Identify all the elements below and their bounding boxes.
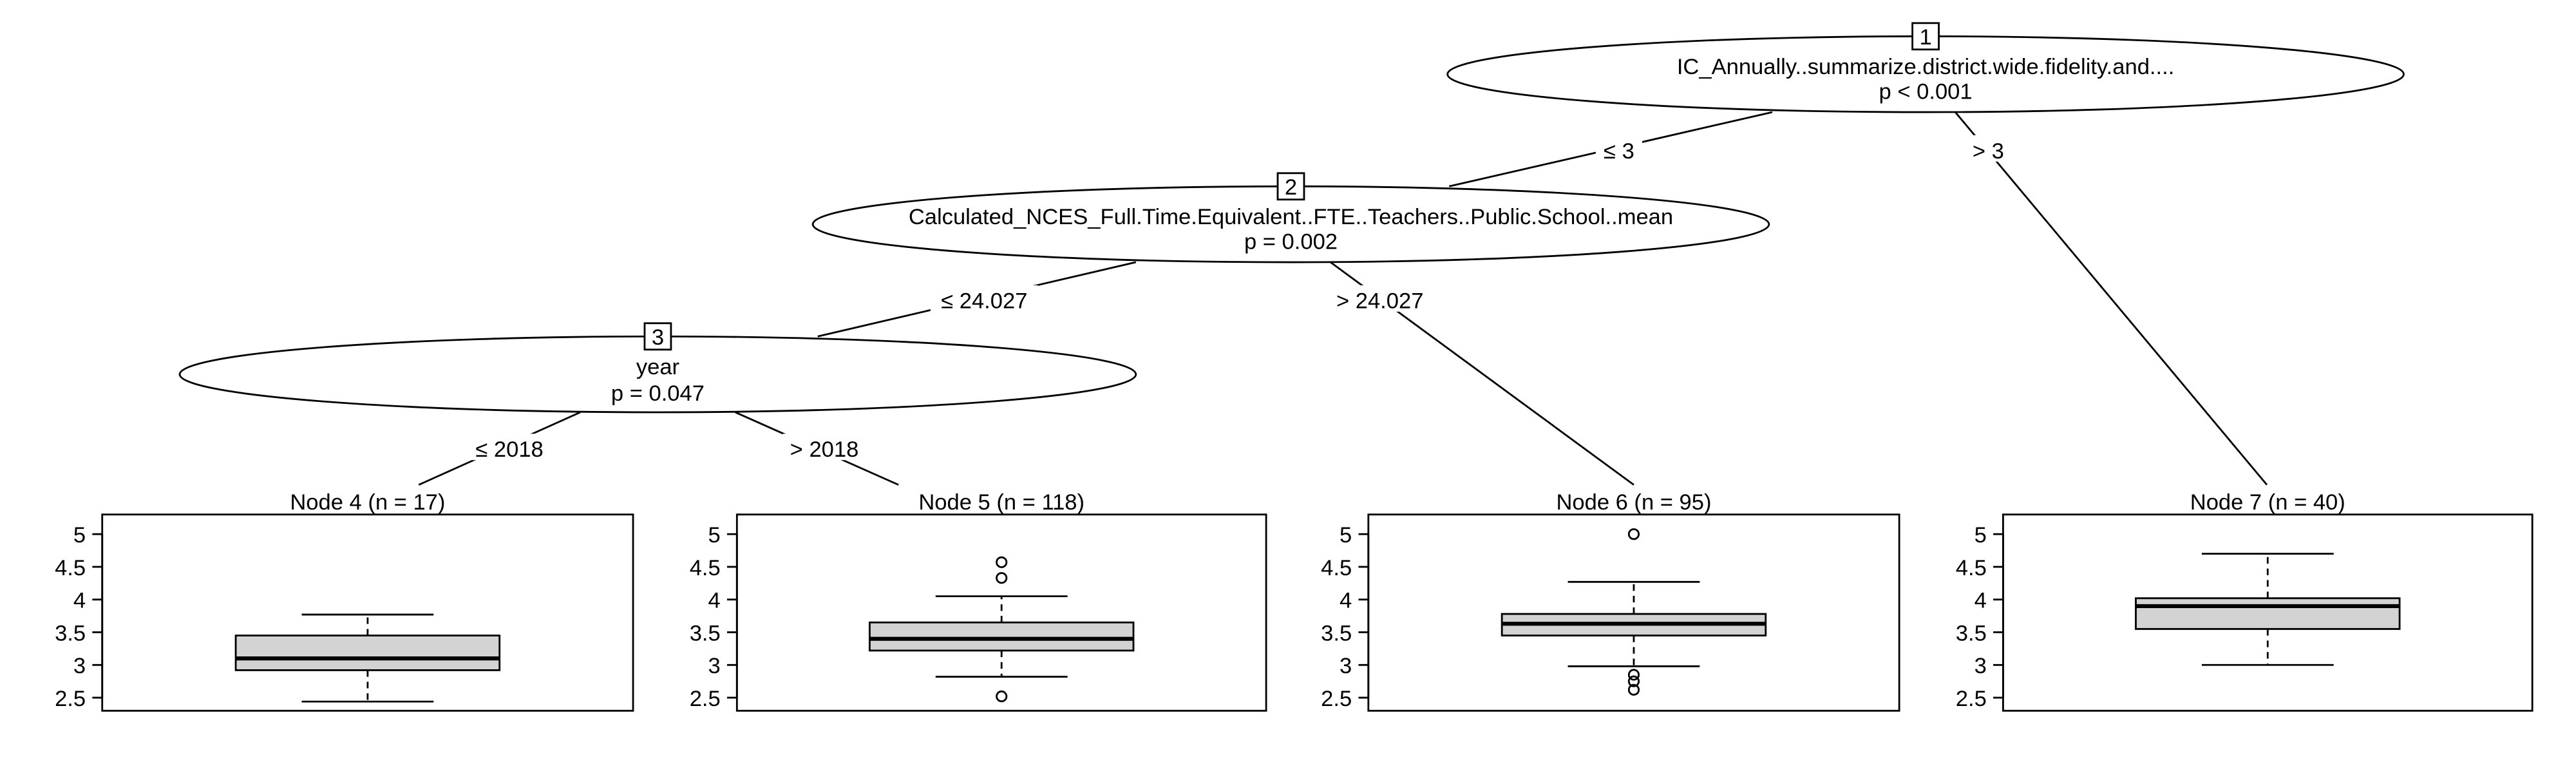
y-axis: 2.5 3 3.5 4 4.5 5 bbox=[1956, 523, 2004, 711]
node-id: 2 bbox=[1285, 175, 1297, 200]
split-variable: IC_Annually..summarize.district.wide.fid… bbox=[1677, 55, 2174, 79]
edge-label-bg bbox=[1965, 135, 2012, 162]
y-tick-label: 5 bbox=[1340, 523, 1352, 548]
y-tick-label: 4.5 bbox=[55, 556, 86, 580]
node-id-box bbox=[1276, 172, 1305, 201]
edge-label: ≤ 24.027 bbox=[941, 289, 1027, 314]
outlier-point bbox=[1627, 528, 1640, 540]
y-tick-label: 2.5 bbox=[690, 687, 721, 711]
outlier-point bbox=[1627, 669, 1640, 681]
y-tick-label: 2.5 bbox=[1321, 687, 1352, 711]
edge-line bbox=[1955, 111, 2268, 486]
y-tick-label: 2.5 bbox=[55, 687, 86, 711]
edge-label: > 2018 bbox=[790, 437, 859, 462]
outlier-point bbox=[996, 690, 1008, 703]
terminal-node-6: Node 6 (n = 95) 2.5 3 3.5 4 4.5 5 bbox=[1321, 490, 1900, 712]
plot-frame bbox=[735, 513, 1267, 712]
y-tick-label: 5 bbox=[708, 523, 721, 548]
y-axis: 2.5 3 3.5 4 4.5 5 bbox=[1321, 523, 1370, 711]
iqr-box bbox=[2135, 597, 2401, 630]
edge-2-3: ≤ 24.027 bbox=[817, 261, 1137, 338]
inner-node-2: Calculated_NCES_Full.Time.Equivalent..FT… bbox=[811, 172, 1770, 263]
node-id: 1 bbox=[1919, 25, 1931, 50]
y-tick-label: 3.5 bbox=[1321, 621, 1352, 645]
y-tick-label: 3.5 bbox=[55, 621, 86, 645]
node-title: Node 5 (n = 118) bbox=[918, 490, 1084, 515]
y-tick-label: 5 bbox=[1975, 523, 1987, 548]
outlier-point bbox=[996, 556, 1008, 568]
y-tick-label: 4 bbox=[73, 589, 86, 613]
y-tick-label: 3 bbox=[1340, 654, 1352, 678]
edge-label: ≤ 3 bbox=[1604, 139, 1634, 164]
y-tick-label: 4 bbox=[1975, 589, 1987, 613]
plot-frame bbox=[101, 513, 634, 712]
edge-label-bg bbox=[1326, 285, 1434, 312]
split-variable: Calculated_NCES_Full.Time.Equivalent..FT… bbox=[909, 205, 1673, 229]
edge-label: ≤ 2018 bbox=[475, 437, 543, 462]
inner-node-1: IC_Annually..summarize.district.wide.fid… bbox=[1446, 22, 2405, 113]
terminal-node-5: Node 5 (n = 118) 2.5 3 3.5 4 4.5 5 bbox=[690, 490, 1267, 712]
edge-label-bg bbox=[468, 434, 551, 461]
y-tick-label: 2.5 bbox=[1956, 687, 1987, 711]
y-axis: 2.5 3 3.5 4 4.5 5 bbox=[690, 523, 738, 711]
p-value: p = 0.047 bbox=[611, 381, 705, 406]
y-tick-label: 4 bbox=[708, 589, 721, 613]
edge-3-5: > 2018 bbox=[735, 411, 899, 486]
edge-label-bg bbox=[930, 285, 1038, 312]
node-id: 3 bbox=[652, 325, 664, 350]
edges: ≤ 3 > 3 ≤ 24.027 > 24.027 ≤ 2018 > 2018 bbox=[418, 111, 2268, 486]
node-id-box bbox=[643, 322, 672, 351]
terminal-node-7: Node 7 (n = 40) 2.5 3 3.5 4 4.5 5 bbox=[1956, 490, 2533, 712]
y-tick-label: 4.5 bbox=[1321, 556, 1352, 580]
edge-label-bg bbox=[1595, 135, 1643, 162]
y-tick-label: 4 bbox=[1340, 589, 1352, 613]
y-tick-label: 3.5 bbox=[1956, 621, 1987, 645]
outlier-point bbox=[1627, 675, 1640, 687]
y-tick-label: 3 bbox=[73, 654, 86, 678]
node-id-box bbox=[1911, 22, 1940, 51]
node-title: Node 4 (n = 17) bbox=[290, 490, 445, 515]
y-tick-label: 5 bbox=[73, 523, 86, 548]
y-tick-label: 3 bbox=[1975, 654, 1987, 678]
split-variable: year bbox=[636, 355, 679, 379]
boxplot bbox=[234, 613, 501, 703]
node-title: Node 7 (n = 40) bbox=[2190, 490, 2345, 515]
edge-label-bg bbox=[782, 434, 866, 461]
iqr-box bbox=[234, 635, 501, 671]
edge-label: > 24.027 bbox=[1336, 289, 1423, 314]
p-value: p = 0.002 bbox=[1244, 230, 1338, 254]
y-tick-label: 4.5 bbox=[690, 556, 721, 580]
edge-label: > 3 bbox=[1973, 139, 2004, 164]
boxplot bbox=[868, 556, 1135, 703]
boxplot bbox=[2135, 553, 2401, 666]
edge-1-2: ≤ 3 bbox=[1448, 111, 1773, 187]
boxplot bbox=[1501, 528, 1767, 696]
node-title: Node 6 (n = 95) bbox=[1556, 490, 1711, 515]
y-axis: 2.5 3 3.5 4 4.5 5 bbox=[55, 523, 104, 711]
outlier-point bbox=[1627, 683, 1640, 696]
edge-1-7: > 3 bbox=[1955, 111, 2268, 486]
y-tick-label: 3 bbox=[708, 654, 721, 678]
outlier-point bbox=[996, 572, 1008, 584]
edge-3-4: ≤ 2018 bbox=[418, 411, 581, 486]
p-value: p < 0.001 bbox=[1879, 80, 1973, 104]
iqr-box bbox=[868, 621, 1135, 652]
terminal-node-4: Node 4 (n = 17) 2.5 3 3.5 4 4.5 5 bbox=[55, 490, 634, 712]
y-tick-label: 3.5 bbox=[690, 621, 721, 645]
edge-2-6: > 24.027 bbox=[1326, 261, 1634, 486]
y-tick-label: 4.5 bbox=[1956, 556, 1987, 580]
